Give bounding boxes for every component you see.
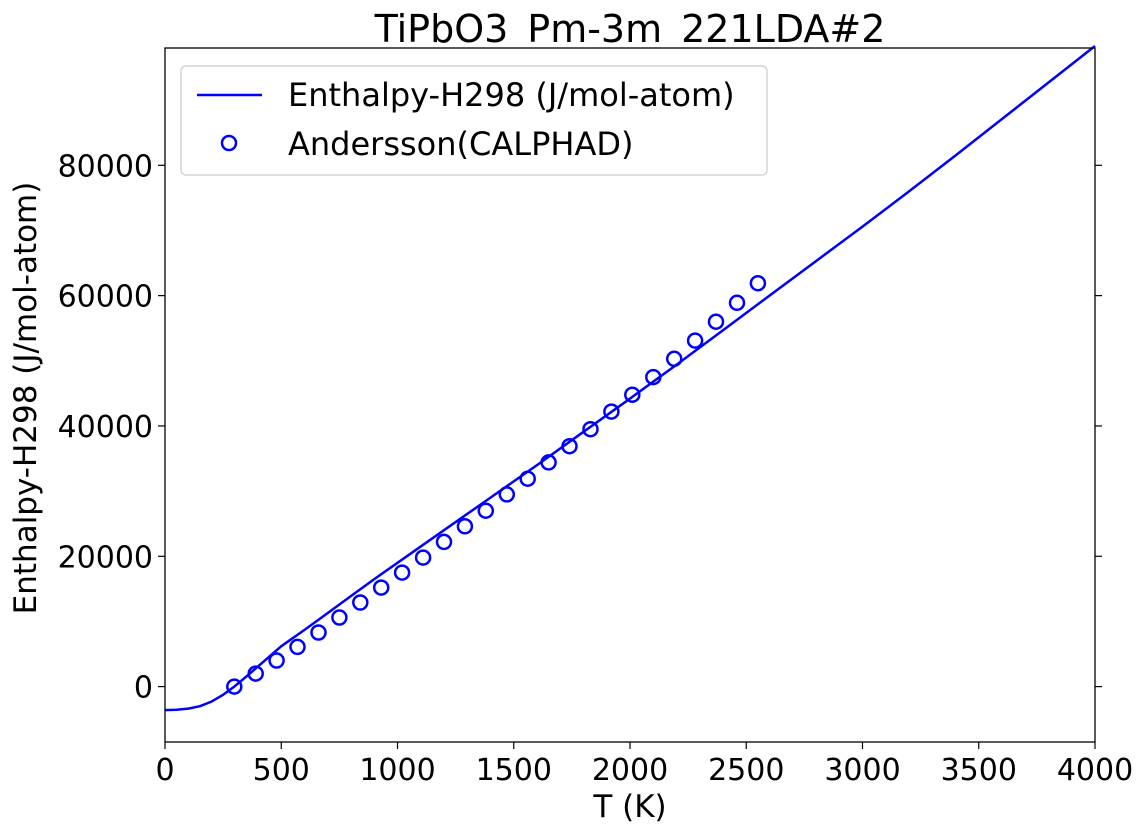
scatter-point-andersson [289, 638, 306, 656]
x-tick-label: 3000 [824, 753, 900, 788]
scatter-point-andersson [707, 313, 725, 330]
scatter-point-andersson [728, 294, 746, 312]
scatter-point-andersson [477, 502, 495, 519]
series-line-enthalpy [164, 45, 1096, 712]
scatter-point-andersson [645, 368, 662, 386]
y-axis-ticks: 0 20000 40000 60000 80000 [58, 149, 1102, 706]
plot-frame [164, 47, 1096, 743]
y-tick-label: 40000 [58, 410, 153, 445]
legend: Enthalpy-H298 (J/mol-atom) Andersson(CAL… [180, 65, 768, 176]
x-tick-label: 4000 [1057, 753, 1133, 788]
legend-box [180, 65, 768, 176]
scatter-point-andersson [624, 386, 641, 403]
legend-label-andersson: Andersson(CALPHAD) [288, 125, 633, 163]
scatter-point-andersson [331, 609, 348, 626]
y-tick-label: 0 [134, 671, 153, 706]
x-tick-label: 1500 [476, 753, 552, 788]
x-tick-label: 1000 [359, 753, 435, 788]
x-tick-label: 500 [253, 753, 310, 788]
scatter-point-andersson [665, 350, 683, 368]
x-tick-label: 2500 [708, 753, 784, 788]
series-layer [164, 45, 1096, 712]
scatter-point-andersson [372, 579, 390, 596]
scatter-point-andersson [582, 420, 599, 438]
legend-label-enthalpy: Enthalpy-H298 (J/mol-atom) [288, 76, 735, 114]
scatter-point-andersson [268, 652, 285, 669]
x-axis-ticks: 0 500 1000 1500 2000 2500 3000 3500 4000 [155, 742, 1133, 788]
x-tick-label: 2000 [592, 753, 668, 788]
scatter-point-andersson [352, 594, 369, 611]
y-tick-label: 80000 [58, 149, 153, 184]
scatter-point-andersson [498, 486, 516, 503]
scatter-point-andersson [310, 624, 327, 641]
scatter-point-andersson [393, 564, 411, 581]
scatter-point-andersson [603, 403, 620, 420]
scatter-point-andersson [435, 533, 453, 551]
y-tick-label: 20000 [58, 540, 153, 575]
scatter-point-andersson [247, 665, 264, 682]
x-tick-label: 0 [155, 753, 174, 788]
legend-marker-swatch [220, 134, 238, 152]
scatter-point-andersson [456, 518, 474, 535]
y-tick-label: 60000 [58, 280, 153, 315]
y-axis-label: Enthalpy-H298 (J/mol-atom) [8, 182, 44, 615]
x-axis-label: T (K) [592, 789, 666, 825]
scatter-point-andersson [519, 470, 536, 487]
chart-title: TiPbO3_Pm-3m_221LDA#2 [374, 7, 886, 51]
scatter-point-andersson [414, 549, 432, 566]
scatter-point-andersson [226, 678, 243, 695]
scatter-point-andersson [540, 454, 557, 471]
scatter-point-andersson [749, 274, 767, 292]
scatter-point-andersson [561, 437, 578, 455]
x-tick-label: 3500 [941, 753, 1017, 788]
scatter-point-andersson [686, 332, 704, 349]
